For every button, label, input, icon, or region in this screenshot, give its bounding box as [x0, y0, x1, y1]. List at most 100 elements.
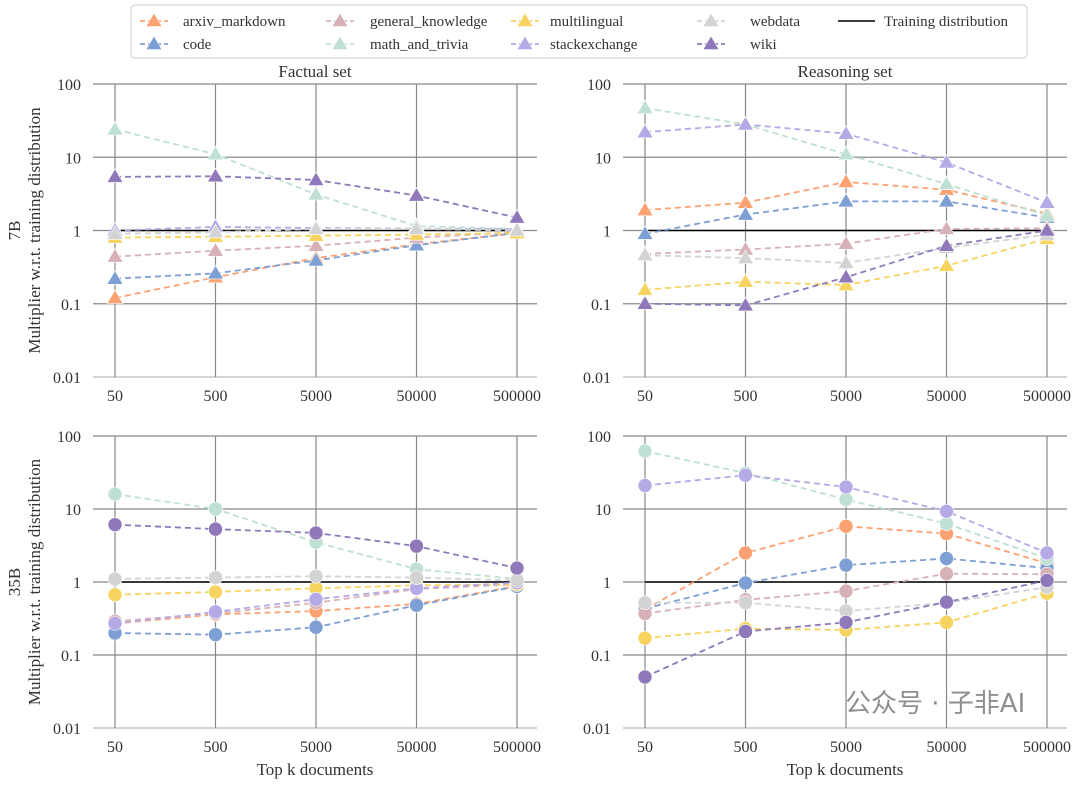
data-point: [1039, 573, 1055, 588]
y-tick-label: 0.01: [53, 370, 81, 387]
data-point: [736, 249, 755, 264]
data-point: [637, 443, 653, 459]
data-point: [508, 221, 526, 237]
data-point: [937, 237, 956, 252]
legend-label: math_and_trivia: [370, 37, 469, 53]
y-tick-label: 100: [587, 429, 611, 446]
legend-marker-triangle-icon: [516, 35, 534, 50]
x-tick-label: 50: [107, 739, 123, 756]
y-tick-label: 0.1: [591, 297, 611, 314]
data-point: [206, 264, 225, 280]
series-multilingual: [636, 230, 1056, 296]
y-tick-label: 0.1: [61, 648, 81, 665]
data-point: [307, 220, 325, 235]
data-point: [636, 123, 654, 139]
data-point: [838, 557, 854, 573]
data-point: [509, 573, 525, 588]
data-point: [208, 627, 223, 642]
data-point: [106, 270, 124, 285]
data-point: [409, 597, 424, 613]
series-stackexchange: [636, 115, 1056, 209]
y-tick-label: 0.01: [583, 370, 611, 387]
data-point: [1038, 221, 1056, 237]
data-point: [736, 115, 755, 131]
data-point: [939, 516, 954, 531]
row-label: 7B: [5, 221, 24, 241]
x-tick-label: 50: [637, 739, 653, 756]
y-tick-label: 10: [595, 150, 611, 167]
data-point: [1038, 194, 1056, 209]
x-tick-label: 500000: [493, 739, 541, 756]
y-tick-label: 0.01: [583, 721, 611, 738]
series-line: [644, 525, 1048, 611]
legend-item-wiki: wiki: [697, 35, 777, 53]
data-point: [937, 257, 956, 272]
data-point: [206, 167, 225, 183]
data-point: [939, 615, 954, 630]
y-tick-label: 0.1: [591, 648, 611, 665]
legend-label: stackexchange: [550, 37, 638, 53]
series-wiki: [107, 517, 525, 576]
data-point: [937, 220, 956, 235]
data-point: [107, 571, 123, 587]
series-webdata: [107, 568, 525, 588]
data-point: [736, 296, 755, 312]
legend-label: wiki: [750, 37, 777, 53]
data-point: [107, 486, 123, 502]
x-tick-label: 5000: [830, 739, 862, 756]
x-tick-label: 5000: [830, 388, 862, 405]
data-point: [837, 254, 855, 269]
data-point: [208, 501, 223, 517]
data-point: [308, 568, 324, 584]
legend-item-stackexchange: stackexchange: [511, 35, 638, 53]
data-point: [736, 273, 755, 288]
data-point: [307, 171, 325, 186]
data-point: [107, 517, 123, 532]
legend-marker-triangle-icon: [702, 12, 720, 27]
legend-box: [130, 4, 1028, 59]
data-point: [636, 225, 654, 240]
data-point: [107, 616, 123, 631]
data-point: [636, 201, 654, 216]
data-point: [208, 570, 223, 585]
data-point: [106, 289, 124, 304]
x-tick-label: 50: [107, 388, 123, 405]
data-point: [308, 525, 324, 541]
x-axis-label: Top k documents: [787, 760, 904, 779]
data-point: [206, 223, 225, 239]
data-point: [838, 615, 854, 630]
data-point: [838, 479, 854, 495]
legend-label: code: [183, 37, 212, 53]
x-tick-label: 500: [734, 739, 758, 756]
legend-label: webdata: [750, 14, 800, 30]
x-tick-label: 500: [204, 739, 228, 756]
data-point: [636, 246, 654, 262]
series-line: [644, 450, 1048, 560]
series-line: [114, 493, 518, 580]
series-wiki: [637, 573, 1055, 685]
legend-item-training-distribution: Training distribution: [838, 14, 1009, 30]
data-point: [738, 467, 753, 483]
x-tick-label: 5000: [300, 739, 332, 756]
data-point: [837, 145, 855, 161]
data-point: [307, 251, 325, 267]
x-tick-label: 50000: [927, 388, 967, 405]
y-tick-label: 10: [595, 502, 611, 519]
data-point: [939, 594, 954, 610]
subplot-title: Reasoning set: [798, 62, 893, 81]
data-point: [637, 478, 653, 493]
subplot-2: 0.01 0.1 1 10 100 50 500 5000 50000 500000 Reasoni…: [583, 62, 1071, 405]
data-point: [937, 153, 956, 169]
legend-item-general_knowledge: general_knowledge: [326, 12, 488, 30]
x-tick-label: 5000: [300, 388, 332, 405]
subplot-1: 0.01 0.1 1 10 100 50 500 5000 50000 500000 Factual…: [5, 62, 541, 405]
series-wiki: [106, 167, 526, 224]
y-tick-label: 0.1: [61, 297, 81, 314]
data-point: [407, 236, 426, 252]
watermark: 公众号 · 子非AI: [845, 689, 1025, 719]
y-tick-label: 1: [603, 224, 611, 241]
y-tick-label: 10: [65, 502, 81, 519]
